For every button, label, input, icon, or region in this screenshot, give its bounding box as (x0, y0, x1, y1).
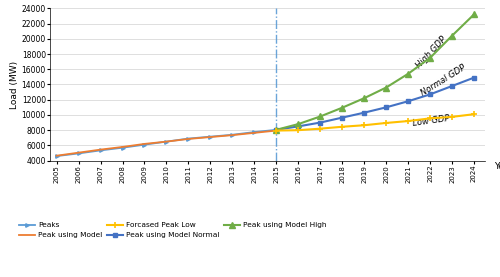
Peak using Model (186, 137, 192, 141)
Legend: Peaks, Peak using Model, Forcased Peak Low, Peak using Model Normal, Peak using : Peaks, Peak using Model, Forcased Peak L… (19, 222, 326, 238)
Peak using Model Normal (296, 125, 302, 128)
Peak using Model (252, 131, 258, 135)
Line: Peak using Model: Peak using Model (56, 130, 276, 156)
Peak using Model (142, 142, 148, 146)
Peak using Model Normal (427, 93, 433, 96)
Peak using Model (274, 129, 280, 132)
Peak using Model High (449, 34, 455, 37)
Peaks (274, 128, 280, 132)
Peak using Model Normal (383, 106, 389, 109)
Forcased Peak Low (427, 117, 433, 120)
Peaks (120, 146, 126, 149)
Peaks (230, 133, 235, 137)
Peak using Model (120, 145, 126, 149)
Peak using Model Normal (339, 116, 345, 119)
Peak using Model Normal (449, 84, 455, 88)
Forcased Peak Low (405, 119, 411, 123)
Peaks (186, 137, 192, 140)
Peak using Model Normal (317, 121, 323, 124)
Peaks (76, 152, 82, 155)
Peak using Model High (274, 128, 280, 132)
Text: Year: Year (494, 162, 500, 171)
Text: High GDP: High GDP (414, 34, 448, 70)
Text: Low GDP: Low GDP (412, 114, 451, 128)
Peak using Model High (339, 106, 345, 109)
Peaks (54, 155, 60, 158)
Forcased Peak Low (296, 129, 302, 132)
Peak using Model (208, 135, 214, 139)
Peaks (164, 140, 170, 143)
Peaks (142, 143, 148, 146)
Peak using Model (98, 148, 103, 151)
Peaks (98, 149, 103, 152)
Peak using Model High (361, 97, 367, 100)
Peak using Model High (383, 86, 389, 89)
Peak using Model (76, 151, 82, 154)
Peak using Model (230, 134, 235, 137)
Forcased Peak Low (383, 121, 389, 125)
Forcased Peak Low (339, 125, 345, 129)
Peak using Model (164, 140, 170, 143)
Y-axis label: Load (MW): Load (MW) (10, 60, 19, 109)
Line: Forcased Peak Low: Forcased Peak Low (273, 111, 478, 134)
Peak using Model High (317, 115, 323, 118)
Peak using Model Normal (471, 76, 477, 79)
Text: Normal GDP: Normal GDP (419, 63, 467, 98)
Peak using Model High (471, 13, 477, 16)
Peak using Model Normal (361, 111, 367, 114)
Forcased Peak Low (449, 115, 455, 119)
Peak using Model High (405, 72, 411, 75)
Peak using Model High (427, 56, 433, 60)
Forcased Peak Low (274, 129, 280, 132)
Peaks (252, 130, 258, 134)
Line: Peak using Model Normal: Peak using Model Normal (274, 75, 476, 132)
Line: Peaks: Peaks (55, 128, 278, 158)
Forcased Peak Low (471, 112, 477, 116)
Peak using Model (54, 154, 60, 157)
Line: Peak using Model High: Peak using Model High (274, 12, 477, 133)
Peak using Model Normal (274, 128, 280, 132)
Forcased Peak Low (317, 127, 323, 130)
Peak using Model High (296, 122, 302, 126)
Peaks (208, 135, 214, 138)
Forcased Peak Low (361, 124, 367, 127)
Peak using Model Normal (405, 99, 411, 103)
